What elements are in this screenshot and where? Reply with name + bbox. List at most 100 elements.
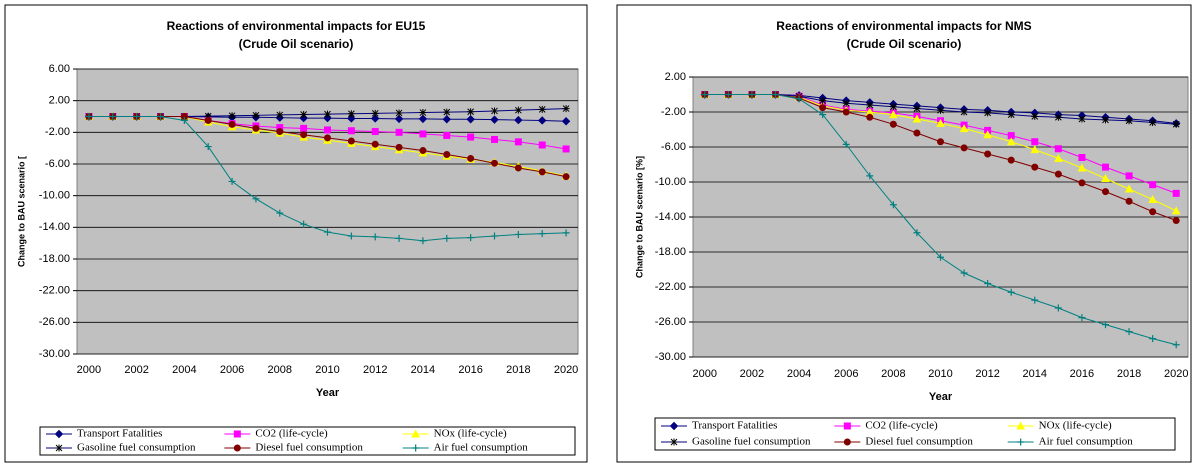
y-tick-label: -18.00 xyxy=(39,253,70,265)
marker xyxy=(252,195,260,203)
marker xyxy=(1054,153,1063,162)
marker xyxy=(1172,341,1180,349)
marker xyxy=(1016,421,1026,430)
marker xyxy=(562,145,570,153)
y-tick-label: -10.00 xyxy=(655,176,686,188)
marker xyxy=(252,124,260,132)
marker xyxy=(538,168,546,176)
legend-label: Air fuel consumption xyxy=(1039,436,1134,448)
marker xyxy=(912,114,922,123)
legend-label: Gasoline fuel consumption xyxy=(692,436,811,448)
marker xyxy=(1124,184,1134,193)
marker xyxy=(984,150,992,158)
marker xyxy=(1054,170,1062,178)
marker xyxy=(1031,296,1039,304)
marker xyxy=(1054,145,1062,153)
marker xyxy=(937,253,944,261)
x-tick-label: 2020 xyxy=(554,364,578,376)
y-tick-label: -6.00 xyxy=(661,141,686,153)
marker xyxy=(347,110,355,118)
marker xyxy=(443,234,451,242)
legend-label: Diesel fuel consumption xyxy=(255,442,363,454)
marker xyxy=(467,234,475,242)
marker xyxy=(419,147,427,155)
x-tick-label: 2006 xyxy=(834,368,858,380)
marker xyxy=(133,113,141,120)
marker xyxy=(866,101,874,109)
marker xyxy=(819,104,827,112)
marker xyxy=(395,234,403,242)
marker xyxy=(300,111,308,119)
x-tick-label: 2008 xyxy=(881,368,905,380)
y-tick-label: -22.00 xyxy=(39,285,70,297)
marker xyxy=(412,444,420,452)
marker xyxy=(1078,179,1086,187)
marker xyxy=(960,108,968,116)
legend-label: Air fuel consumption xyxy=(434,442,529,454)
marker xyxy=(538,105,546,113)
y-tick-label: -14.00 xyxy=(39,221,70,233)
marker xyxy=(984,280,992,287)
x-tick-label: 2016 xyxy=(458,364,482,376)
x-tick-label: 2014 xyxy=(1023,368,1047,380)
y-tick-label: -2.00 xyxy=(661,106,686,118)
marker xyxy=(1007,288,1015,296)
marker xyxy=(1031,163,1039,171)
marker xyxy=(562,229,570,237)
marker xyxy=(443,151,451,158)
legend-label: CO2 (life-cycle) xyxy=(865,420,938,432)
marker xyxy=(1077,163,1087,172)
marker xyxy=(491,232,498,240)
marker xyxy=(419,109,427,117)
marker xyxy=(514,138,522,146)
marker xyxy=(371,233,379,241)
marker xyxy=(371,114,380,123)
marker xyxy=(819,97,827,105)
marker xyxy=(889,103,897,111)
marker xyxy=(442,115,451,124)
chart-subtitle: (Crude Oil scenario) xyxy=(239,37,354,51)
marker xyxy=(491,135,498,143)
marker xyxy=(347,127,355,135)
y-tick-label: -10.00 xyxy=(39,190,70,202)
y-tick-label: -30.00 xyxy=(39,348,70,360)
x-axis-title: Year xyxy=(929,391,953,403)
legend-label: Transport Fatalities xyxy=(77,428,162,440)
x-tick-label: 2002 xyxy=(740,368,764,380)
marker xyxy=(300,220,308,228)
marker xyxy=(772,91,779,98)
marker xyxy=(1102,163,1109,171)
chart-subtitle: (Crude Oil scenario) xyxy=(847,37,962,51)
y-tick-label: -26.00 xyxy=(39,316,70,328)
marker xyxy=(561,117,571,126)
x-tick-label: 2004 xyxy=(172,364,196,376)
marker xyxy=(1125,328,1133,336)
marker xyxy=(843,438,851,446)
marker xyxy=(324,110,331,118)
marker xyxy=(959,124,969,133)
legend-label: Diesel fuel consumption xyxy=(865,436,973,448)
marker xyxy=(1172,120,1180,128)
marker xyxy=(1149,208,1157,216)
y-tick-label: -2.00 xyxy=(45,126,70,138)
marker xyxy=(276,111,284,119)
y-tick-label: -14.00 xyxy=(655,211,686,223)
marker xyxy=(889,110,898,119)
marker xyxy=(795,95,803,103)
marker xyxy=(1030,145,1040,154)
marker xyxy=(1017,438,1025,446)
marker xyxy=(228,177,236,185)
marker xyxy=(562,105,570,113)
marker xyxy=(276,209,284,217)
marker xyxy=(1078,115,1086,123)
marker xyxy=(204,116,212,124)
marker xyxy=(491,159,498,167)
marker xyxy=(960,144,968,152)
marker xyxy=(324,134,331,142)
marker xyxy=(842,99,850,107)
marker xyxy=(843,422,851,430)
marker xyxy=(937,138,944,146)
marker xyxy=(1101,173,1110,182)
marker xyxy=(1031,112,1039,120)
